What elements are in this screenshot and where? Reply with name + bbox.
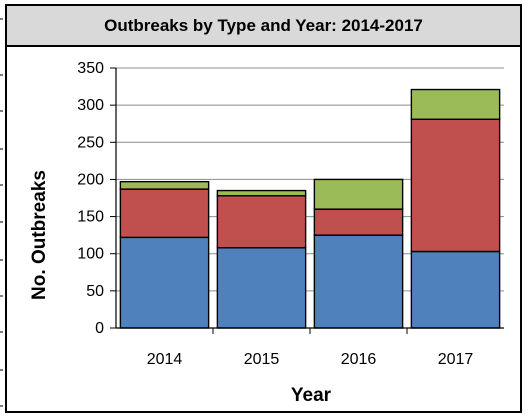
x-tick-label: 2017 xyxy=(438,351,474,368)
y-axis-title: No. Outbreaks xyxy=(29,170,50,300)
y-tick-labels: 0 50 100 150 200 250 300 350 xyxy=(77,60,104,337)
bars xyxy=(119,88,501,329)
y-tick-label: 100 xyxy=(77,246,104,263)
bar-2016-segment-1 xyxy=(313,208,404,236)
y-tick-label: 250 xyxy=(77,134,104,151)
bar-2016-segment-2 xyxy=(313,178,404,210)
bar-2015-segment-2 xyxy=(216,189,307,197)
bar-2017-segment-0 xyxy=(410,250,501,329)
axes xyxy=(115,68,504,329)
bar-2017-segment-1 xyxy=(410,118,501,253)
bar-2014-segment-1 xyxy=(119,188,210,239)
bar-2017-segment-2 xyxy=(410,88,501,120)
y-tick-label: 50 xyxy=(86,283,104,300)
x-tick-label: 2014 xyxy=(147,351,183,368)
x-tick-label: 2015 xyxy=(244,351,280,368)
y-tick-label: 0 xyxy=(95,320,104,337)
y-tick-label: 350 xyxy=(77,60,104,77)
bar-2014-segment-2 xyxy=(119,180,210,190)
bar-2015-segment-1 xyxy=(216,195,307,249)
bar-2014-segment-0 xyxy=(119,236,210,329)
x-tick-label: 2016 xyxy=(341,351,377,368)
x-axis-title: Year xyxy=(291,385,332,406)
y-tick-label: 150 xyxy=(77,209,104,226)
bar-2016-segment-0 xyxy=(313,234,404,329)
bar-2015-segment-0 xyxy=(216,247,307,329)
x-tick-labels: 2014 2015 2016 2017 xyxy=(147,351,474,368)
y-tick-label: 300 xyxy=(77,97,104,114)
chart-title: Outbreaks by Type and Year: 2014-2017 xyxy=(7,6,520,47)
y-tick-label: 200 xyxy=(77,171,104,188)
